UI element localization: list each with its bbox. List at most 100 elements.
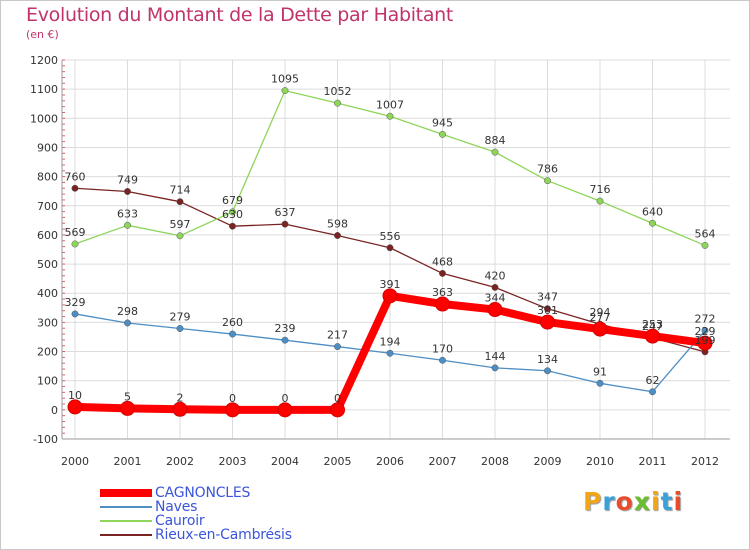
x-tick-label: 2005 <box>324 455 352 468</box>
data-point-cauroir <box>229 208 236 216</box>
series-layer <box>67 87 713 418</box>
data-label-cagnoncles: 391 <box>380 278 401 291</box>
data-label-naves: 194 <box>380 335 401 348</box>
data-label-cauroir: 884 <box>485 134 506 147</box>
data-point-cagnoncles <box>277 402 293 418</box>
data-point-naves <box>281 336 289 344</box>
logo-letter: i <box>651 487 661 516</box>
data-label-rieux-en-cambresis: 556 <box>380 230 401 243</box>
x-tick-label: 2008 <box>481 455 509 468</box>
legend-item-cagnoncles[interactable]: CAGNONCLES <box>100 485 251 501</box>
y-tick-label: 300 <box>37 316 58 329</box>
data-label-rieux-en-cambresis: 347 <box>537 291 558 304</box>
data-point-cauroir <box>701 241 709 249</box>
x-tick-label: 2010 <box>586 455 614 468</box>
legend-item-naves[interactable]: Naves <box>100 499 197 515</box>
data-label-cagnoncles: 229 <box>695 325 716 338</box>
data-label-cagnoncles: 0 <box>229 392 236 405</box>
data-label-rieux-en-cambresis: 420 <box>485 269 506 282</box>
data-point-naves <box>176 325 184 332</box>
data-label-cauroir: 1052 <box>324 85 352 98</box>
x-tick-label: 2012 <box>691 455 719 468</box>
data-point-cagnoncles <box>120 400 135 416</box>
data-label-cagnoncles: 0 <box>334 392 341 405</box>
data-label-cauroir: 679 <box>222 194 243 207</box>
data-label-cagnoncles: 0 <box>282 392 289 405</box>
data-point-rieux-en-cambresis <box>386 244 394 252</box>
data-label-cauroir: 945 <box>432 116 453 129</box>
x-tick-label: 2009 <box>534 455 562 468</box>
data-labels: 760 749 714 630 637 598 556 468 420 347 294 247 199 5… <box>65 73 716 405</box>
data-label-cauroir: 786 <box>537 163 558 176</box>
y-tick-label: 200 <box>37 346 58 359</box>
data-label-cagnoncles: 10 <box>68 389 82 402</box>
data-point-rieux-en-cambresis <box>71 184 79 192</box>
data-label-cauroir: 633 <box>117 207 138 220</box>
data-label-cauroir: 569 <box>65 226 86 239</box>
data-label-cauroir: 597 <box>170 218 191 231</box>
legend-label-rieux-en-cambresis: Rieux-en-Cambrésis <box>155 527 292 543</box>
data-label-rieux-en-cambresis: 598 <box>327 218 348 231</box>
axes: -100010020030040050060070080090010001100… <box>30 54 730 468</box>
y-tick-label: 100 <box>37 375 58 388</box>
y-tick-label: 400 <box>37 287 58 300</box>
legend-label-cagnoncles: CAGNONCLES <box>155 485 251 501</box>
data-point-cauroir <box>649 219 656 227</box>
y-tick-label: 0 <box>51 404 58 417</box>
chart-title: Evolution du Montant de la Dette par Hab… <box>26 4 454 26</box>
data-point-cagnoncles <box>697 335 713 351</box>
legend-swatch-rieux-en-cambresis <box>100 534 152 536</box>
data-label-cauroir: 564 <box>695 227 716 240</box>
data-point-cauroir <box>71 240 79 248</box>
data-point-naves <box>229 330 236 338</box>
grid-lines <box>62 59 730 440</box>
y-tick-label: 1000 <box>30 112 58 125</box>
data-point-naves <box>544 367 551 375</box>
data-point-naves <box>439 356 446 364</box>
data-label-naves: 272 <box>695 313 716 326</box>
data-point-cagnoncles <box>225 402 240 418</box>
y-tick-label: 1100 <box>30 83 58 96</box>
x-tick-label: 2006 <box>376 455 404 468</box>
data-label-rieux-en-cambresis: 199 <box>695 334 716 347</box>
data-label-cauroir: 640 <box>642 205 663 218</box>
data-label-naves: 62 <box>646 374 660 387</box>
data-point-cagnoncles <box>172 401 188 417</box>
y-tick-label: 1200 <box>30 54 58 67</box>
proxiti-logo: Proxiti <box>583 487 683 516</box>
data-point-cagnoncles <box>67 399 83 415</box>
data-label-naves: 217 <box>327 329 348 342</box>
data-label-naves: 279 <box>170 311 191 324</box>
data-point-cauroir <box>176 232 184 240</box>
y-tick-label: 500 <box>37 258 58 271</box>
legend-item-rieux-en-cambresis[interactable]: Rieux-en-Cambrésis <box>100 527 292 543</box>
data-label-rieux-en-cambresis: 714 <box>170 184 191 197</box>
logo-letter: t <box>660 487 674 516</box>
data-point-cauroir <box>124 221 131 229</box>
data-label-cagnoncles: 363 <box>432 286 453 299</box>
data-point-rieux-en-cambresis <box>176 198 184 206</box>
data-point-cagnoncles <box>487 302 503 318</box>
data-point-rieux-en-cambresis <box>124 188 131 195</box>
data-label-cagnoncles: 344 <box>485 292 506 305</box>
legend-item-cauroir[interactable]: Cauroir <box>100 513 205 529</box>
x-tick-label: 2004 <box>271 455 299 468</box>
data-point-cauroir <box>281 87 289 95</box>
data-point-naves <box>491 364 499 372</box>
legend-swatch-cauroir <box>100 520 152 522</box>
data-label-cagnoncles: 5 <box>124 390 131 403</box>
data-point-naves <box>701 327 709 334</box>
logo-letter: P <box>583 487 603 516</box>
legend-swatch-cagnoncles <box>100 489 152 497</box>
data-label-cagnoncles: 301 <box>537 304 558 317</box>
data-point-cauroir <box>386 112 394 120</box>
logo-letter: i <box>673 487 684 516</box>
data-label-cagnoncles: 277 <box>590 311 611 324</box>
data-label-naves: 260 <box>222 316 243 329</box>
chart-subtitle: (en €) <box>26 28 59 41</box>
y-tick-label: 900 <box>37 141 58 154</box>
data-label-naves: 298 <box>117 305 138 318</box>
x-tick-label: 2000 <box>61 455 89 468</box>
legend-label-cauroir: Cauroir <box>155 513 205 529</box>
